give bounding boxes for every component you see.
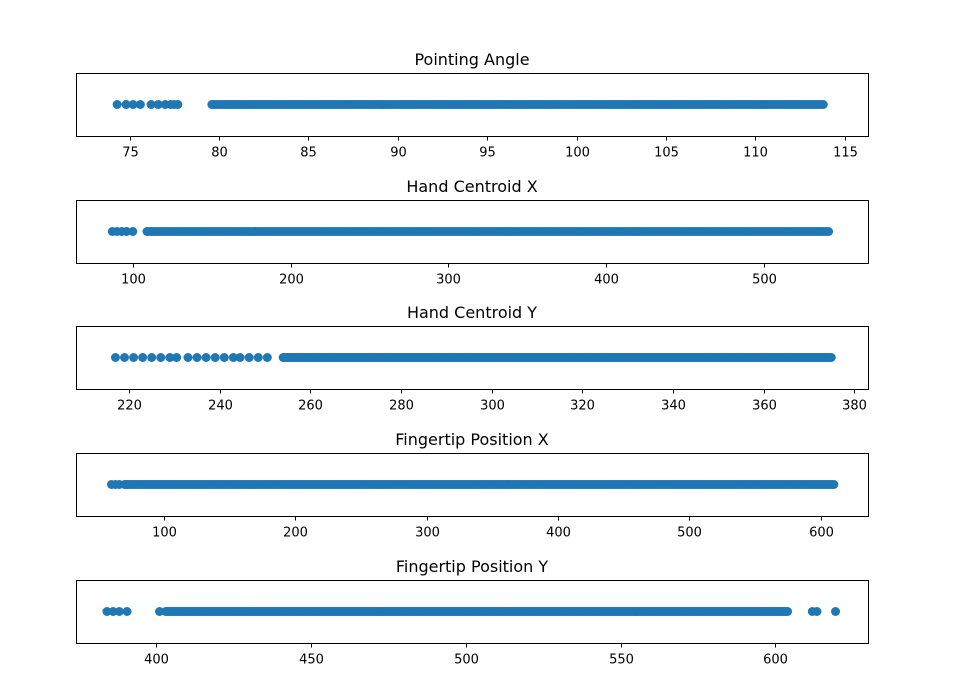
- scatter-point: [812, 607, 822, 616]
- subplot-fingertip-position-x: Fingertip Position X 100 200 300 400 500 600: [76, 430, 869, 541]
- scatter-point: [128, 100, 138, 109]
- scatter-point: [110, 353, 120, 362]
- x-tick-label: 380: [842, 399, 867, 414]
- x-tick-label: 240: [208, 399, 233, 414]
- x-tick-label: 400: [546, 526, 571, 541]
- x-tick-label: 600: [763, 653, 788, 668]
- scatter-point: [112, 100, 122, 109]
- scatter-point: [235, 353, 245, 362]
- chart-title: Fingertip Position Y: [396, 557, 549, 576]
- x-tick-label: 550: [609, 653, 634, 668]
- scatter-point: [173, 100, 183, 109]
- scatter-point: [783, 607, 793, 616]
- scatter-point: [121, 100, 131, 109]
- scatter-point: [831, 607, 841, 616]
- chart-title: Pointing Angle: [414, 50, 529, 69]
- x-tick-label: 110: [743, 146, 768, 161]
- chart-title: Hand Centroid X: [406, 177, 537, 196]
- scatter-point: [121, 227, 131, 236]
- scatter-point: [824, 227, 834, 236]
- x-tick-label: 115: [833, 146, 858, 161]
- x-tick-label: 280: [389, 399, 414, 414]
- scatter-point: [244, 353, 254, 362]
- scatter-series: [106, 480, 839, 489]
- scatter-point: [114, 607, 124, 616]
- subplot-hand-centroid-y: Hand Centroid Y 220 240 260 280 300 320 340 360 3…: [76, 303, 869, 414]
- scatter-point: [128, 227, 138, 236]
- scatter-point: [147, 353, 157, 362]
- scatter-point: [829, 480, 839, 489]
- scatter-point: [219, 353, 229, 362]
- x-tick-label: 95: [479, 146, 496, 161]
- x-tick-label: 400: [594, 273, 619, 288]
- scatter-point: [135, 100, 145, 109]
- scatter-point: [129, 353, 139, 362]
- x-tick-label: 500: [752, 273, 777, 288]
- x-tick-label: 450: [299, 653, 324, 668]
- scatter-series: [107, 227, 834, 236]
- scatter-series: [110, 353, 836, 362]
- scatter-point: [826, 353, 836, 362]
- x-tick-label: 360: [752, 399, 777, 414]
- x-tick-label: 100: [152, 526, 177, 541]
- axes-frame: [76, 580, 869, 644]
- scatter-point: [165, 353, 175, 362]
- x-tick-label: 220: [117, 399, 142, 414]
- axes-frame: [76, 73, 869, 137]
- scatter-point: [102, 607, 112, 616]
- scatter-point: [155, 607, 165, 616]
- x-tick-label: 500: [677, 526, 702, 541]
- scatter-point: [120, 353, 130, 362]
- scatter-point: [153, 100, 163, 109]
- x-tick-label: 300: [415, 526, 440, 541]
- x-tick-label: 80: [211, 146, 228, 161]
- x-tick-label: 105: [654, 146, 679, 161]
- chart-title: Hand Centroid Y: [407, 303, 537, 322]
- x-tick-label: 100: [121, 273, 146, 288]
- x-tick-label: 300: [436, 273, 461, 288]
- scatter-point: [146, 100, 156, 109]
- x-tick-label: 400: [144, 653, 169, 668]
- scatter-point: [253, 353, 263, 362]
- axes-frame: [76, 326, 869, 390]
- x-tick-label: 600: [809, 526, 834, 541]
- x-tick-label: 75: [122, 146, 139, 161]
- scatter-series: [102, 607, 841, 616]
- x-tick-label: 85: [300, 146, 317, 161]
- scatter-point: [172, 353, 182, 362]
- scatter-point: [201, 353, 211, 362]
- scatter-point: [122, 607, 132, 616]
- scatter-point: [228, 353, 238, 362]
- scatter-point: [138, 353, 148, 362]
- scatter-point: [156, 353, 166, 362]
- scatter-point: [183, 353, 193, 362]
- x-tick-label: 260: [298, 399, 323, 414]
- scatter-point: [108, 607, 118, 616]
- scatter-point: [210, 353, 220, 362]
- axes-frame: [76, 453, 869, 517]
- x-tick-label: 320: [570, 399, 595, 414]
- subplot-fingertip-position-y: Fingertip Position Y 400 450 500 550 600: [76, 557, 869, 668]
- scatter-series: [112, 100, 828, 109]
- x-tick-label: 300: [480, 399, 505, 414]
- chart-title: Fingertip Position X: [395, 430, 549, 449]
- x-tick-label: 200: [283, 526, 308, 541]
- x-tick-label: 100: [565, 146, 590, 161]
- axes-frame: [76, 200, 869, 264]
- subplot-hand-centroid-x: Hand Centroid X 100 200 300 400 500: [76, 177, 869, 288]
- scatter-point: [262, 353, 272, 362]
- subplot-pointing-angle: Pointing Angle 75 80 85 90 95 100 105 110 115: [76, 50, 869, 161]
- x-tick-label: 500: [454, 653, 479, 668]
- x-tick-label: 90: [390, 146, 407, 161]
- scatter-point: [818, 100, 828, 109]
- scatter-point: [192, 353, 202, 362]
- x-tick-label: 340: [661, 399, 686, 414]
- x-tick-label: 200: [279, 273, 304, 288]
